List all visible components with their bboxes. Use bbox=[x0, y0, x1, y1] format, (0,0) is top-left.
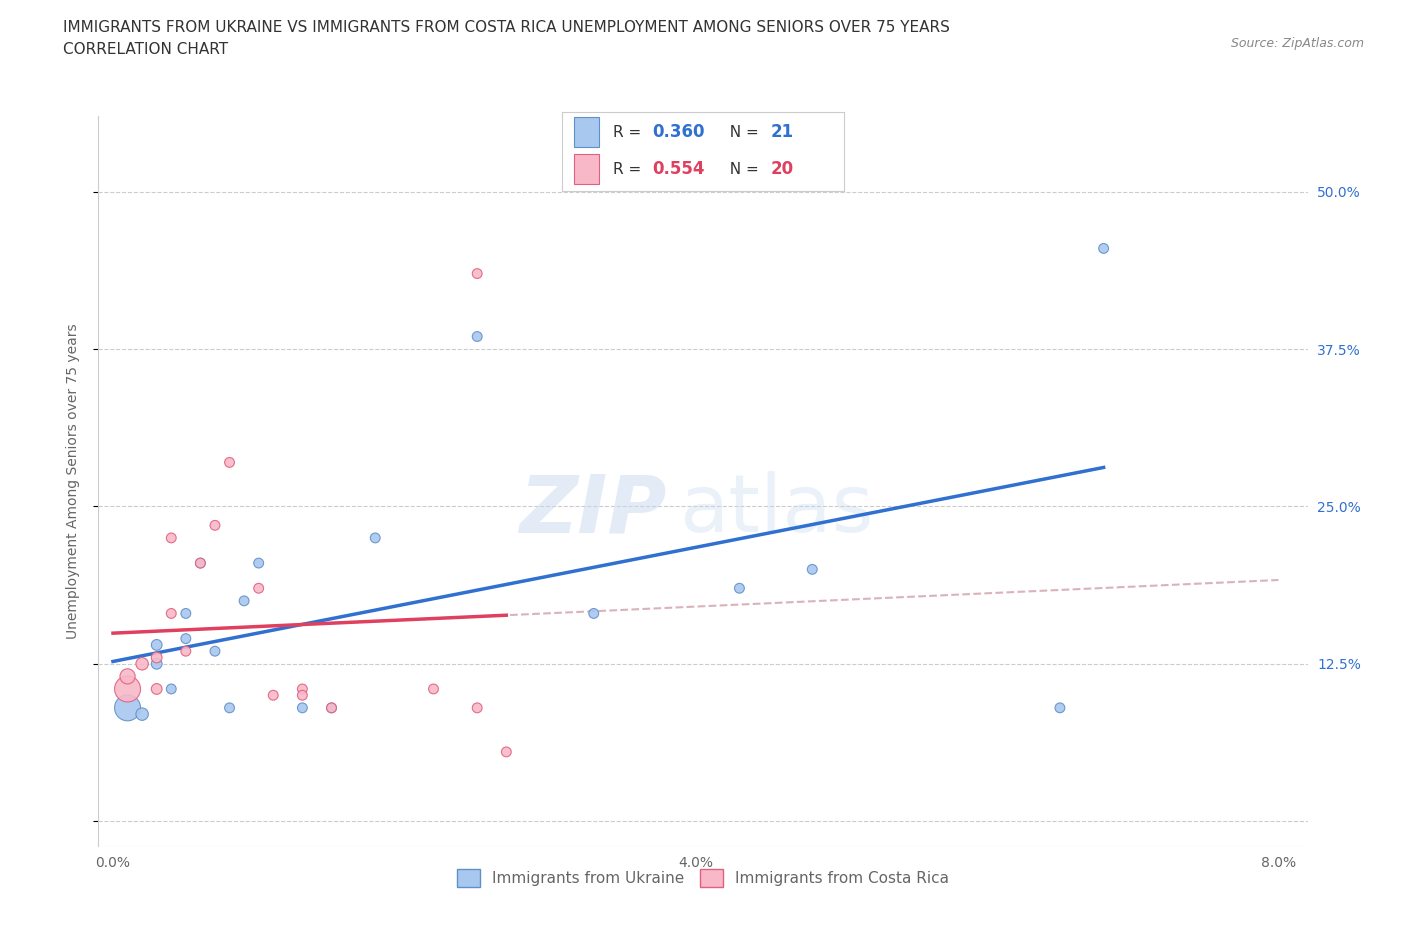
Point bbox=[117, 682, 139, 697]
Text: 21: 21 bbox=[770, 123, 793, 141]
Point bbox=[131, 707, 153, 722]
Point bbox=[117, 700, 139, 715]
Point bbox=[1092, 241, 1115, 256]
Point bbox=[145, 657, 167, 671]
Text: 20: 20 bbox=[770, 160, 793, 179]
Text: Source: ZipAtlas.com: Source: ZipAtlas.com bbox=[1230, 37, 1364, 50]
Point bbox=[218, 700, 240, 715]
Point bbox=[233, 593, 256, 608]
Y-axis label: Unemployment Among Seniors over 75 years: Unemployment Among Seniors over 75 years bbox=[66, 324, 80, 639]
Text: N =: N = bbox=[720, 125, 763, 140]
Point bbox=[160, 682, 183, 697]
Text: R =: R = bbox=[613, 162, 647, 177]
Point bbox=[218, 455, 240, 470]
Point bbox=[291, 688, 314, 703]
Point bbox=[291, 700, 314, 715]
Bar bbox=[574, 154, 599, 184]
Point bbox=[160, 606, 183, 621]
Point bbox=[422, 682, 444, 697]
Point bbox=[262, 688, 284, 703]
Point bbox=[174, 644, 197, 658]
Point bbox=[465, 700, 488, 715]
Point bbox=[1049, 700, 1071, 715]
Point bbox=[160, 530, 183, 545]
Point bbox=[174, 606, 197, 621]
Point bbox=[291, 682, 314, 697]
Text: N =: N = bbox=[720, 162, 763, 177]
Text: 0.360: 0.360 bbox=[652, 123, 704, 141]
Text: IMMIGRANTS FROM UKRAINE VS IMMIGRANTS FROM COSTA RICA UNEMPLOYMENT AMONG SENIORS: IMMIGRANTS FROM UKRAINE VS IMMIGRANTS FR… bbox=[63, 20, 950, 35]
Point bbox=[495, 744, 517, 759]
Point bbox=[145, 682, 167, 697]
Point bbox=[364, 530, 387, 545]
Text: R =: R = bbox=[613, 125, 647, 140]
Text: atlas: atlas bbox=[679, 472, 873, 550]
Bar bbox=[574, 117, 599, 147]
Point bbox=[582, 606, 605, 621]
Point bbox=[145, 650, 167, 665]
Text: CORRELATION CHART: CORRELATION CHART bbox=[63, 42, 228, 57]
Point bbox=[204, 644, 226, 658]
Point bbox=[321, 700, 343, 715]
Point bbox=[190, 555, 212, 570]
Point bbox=[131, 657, 153, 671]
Point bbox=[247, 581, 270, 596]
Point bbox=[117, 669, 139, 684]
Point bbox=[174, 631, 197, 646]
Legend: Immigrants from Ukraine, Immigrants from Costa Rica: Immigrants from Ukraine, Immigrants from… bbox=[451, 862, 955, 894]
Point bbox=[247, 555, 270, 570]
Text: 0.554: 0.554 bbox=[652, 160, 704, 179]
Text: ZIP: ZIP bbox=[519, 472, 666, 550]
Point bbox=[204, 518, 226, 533]
Point bbox=[190, 555, 212, 570]
Point bbox=[465, 266, 488, 281]
Point bbox=[801, 562, 824, 577]
Point bbox=[728, 581, 751, 596]
Point bbox=[321, 700, 343, 715]
Point bbox=[465, 329, 488, 344]
Point bbox=[145, 637, 167, 652]
